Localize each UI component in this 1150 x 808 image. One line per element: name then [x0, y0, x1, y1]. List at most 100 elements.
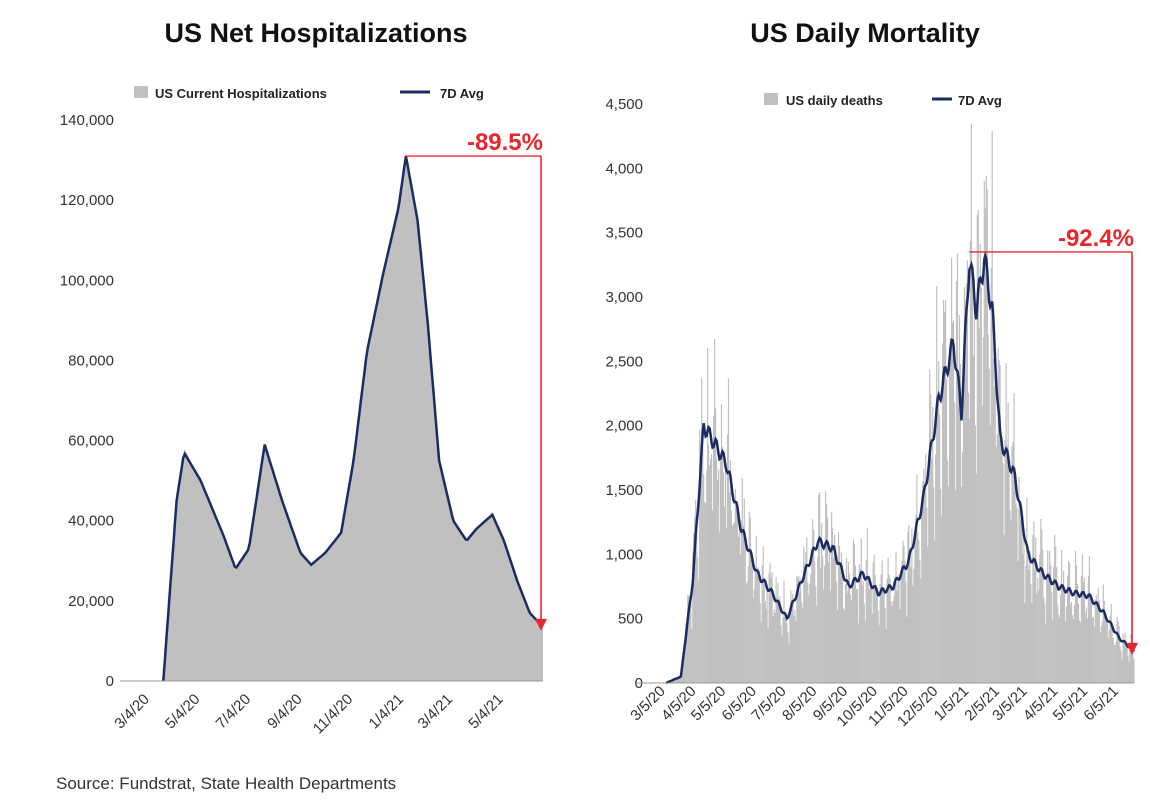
daily-deaths-bar — [1014, 471, 1016, 683]
daily-deaths-bar — [723, 507, 726, 683]
daily-deaths-bar — [1106, 619, 1108, 683]
daily-deaths-bar — [809, 583, 811, 683]
daily-deaths-bar — [791, 604, 793, 683]
daily-deaths-bar — [717, 480, 719, 683]
daily-deaths-bar — [968, 418, 970, 683]
daily-deaths-bar — [940, 488, 942, 683]
daily-deaths-bar — [926, 507, 928, 683]
daily-deaths-bar — [732, 523, 734, 683]
daily-deaths-bar — [1050, 565, 1052, 683]
daily-deaths-bar — [998, 360, 1000, 683]
daily-deaths-bar — [834, 535, 836, 683]
daily-deaths-bar — [708, 444, 710, 683]
daily-deaths-bar — [881, 560, 883, 683]
daily-deaths-bar — [1093, 627, 1095, 683]
y-tick-label: 1,500 — [605, 482, 643, 499]
daily-deaths-bar — [742, 525, 744, 683]
daily-deaths-bar — [781, 635, 783, 683]
daily-deaths-bar — [730, 510, 732, 683]
daily-deaths-bar — [1087, 575, 1089, 683]
daily-deaths-bar — [1020, 519, 1022, 683]
daily-deaths-bar — [1117, 621, 1119, 683]
daily-deaths-bar — [838, 546, 841, 683]
daily-deaths-bar — [698, 580, 700, 683]
daily-deaths-bar — [701, 377, 703, 683]
daily-deaths-bar — [725, 527, 728, 683]
daily-deaths-bar — [1092, 616, 1094, 683]
daily-deaths-bar — [979, 243, 981, 683]
daily-deaths-bar — [1089, 597, 1091, 683]
daily-deaths-bar — [880, 574, 882, 683]
daily-deaths-bar — [779, 596, 781, 683]
daily-deaths-bar — [1013, 393, 1015, 683]
daily-deaths-bar — [1049, 551, 1051, 683]
daily-deaths-bar — [678, 676, 680, 683]
daily-deaths-bar — [836, 609, 839, 683]
daily-deaths-bar — [1120, 651, 1122, 683]
daily-deaths-bar — [769, 563, 771, 683]
daily-deaths-bar — [877, 610, 879, 683]
daily-deaths-bar — [1100, 626, 1102, 683]
daily-deaths-bar — [975, 473, 977, 683]
daily-deaths-bar — [1009, 510, 1011, 683]
daily-deaths-bar — [924, 481, 926, 683]
daily-deaths-bar — [855, 589, 857, 683]
daily-deaths-bar — [1021, 525, 1023, 683]
daily-deaths-bar — [752, 597, 754, 683]
daily-deaths-bar — [897, 579, 899, 683]
daily-deaths-bar — [948, 486, 950, 683]
daily-deaths-bar — [675, 678, 677, 683]
daily-deaths-bar — [1023, 529, 1025, 683]
daily-deaths-bar — [932, 406, 934, 683]
daily-deaths-bar — [1118, 625, 1120, 683]
daily-deaths-bar — [686, 623, 688, 683]
daily-deaths-bar — [977, 210, 979, 684]
daily-deaths-bar — [800, 578, 802, 683]
daily-deaths-bar — [869, 586, 871, 683]
daily-deaths-bar — [1112, 638, 1114, 683]
daily-deaths-bar — [1099, 632, 1101, 683]
daily-deaths-bar — [938, 360, 940, 683]
daily-deaths-bar — [793, 615, 795, 683]
daily-deaths-bar — [744, 540, 746, 683]
daily-deaths-bar — [910, 567, 912, 683]
daily-deaths-bar — [939, 414, 941, 683]
daily-deaths-bar — [1041, 529, 1043, 683]
annotation-arrow-head — [1126, 642, 1138, 655]
daily-deaths-bar — [832, 528, 834, 683]
daily-deaths-bar — [682, 661, 684, 683]
daily-deaths-bar — [1102, 584, 1104, 683]
x-tick-label: 7/4/20 — [213, 691, 255, 733]
daily-deaths-bar — [705, 503, 707, 683]
daily-deaths-bar — [950, 361, 952, 683]
daily-deaths-bar — [706, 470, 708, 683]
daily-deaths-bar — [1060, 595, 1062, 683]
daily-deaths-bar — [861, 584, 863, 683]
daily-deaths-bar — [1105, 619, 1107, 683]
daily-deaths-bar — [994, 350, 996, 683]
daily-deaths-bar — [981, 405, 983, 683]
daily-deaths-bar — [1004, 439, 1006, 683]
daily-deaths-bar — [912, 585, 914, 683]
daily-deaths-bar — [1085, 607, 1087, 683]
daily-deaths-bar — [965, 283, 967, 683]
daily-deaths-bar — [883, 587, 885, 683]
daily-deaths-bar — [782, 617, 784, 683]
daily-deaths-bar — [952, 320, 955, 683]
daily-deaths-bar — [1079, 622, 1082, 683]
daily-deaths-bar — [1059, 617, 1061, 683]
daily-deaths-bar — [902, 540, 904, 683]
daily-deaths-bar — [1065, 620, 1067, 683]
daily-deaths-bar — [989, 425, 991, 683]
daily-deaths-bar — [784, 616, 786, 683]
daily-deaths-bar — [807, 582, 809, 683]
daily-deaths-bar — [1026, 497, 1028, 683]
daily-deaths-bar — [907, 532, 909, 683]
daily-deaths-bar — [694, 516, 696, 683]
daily-deaths-bar — [1002, 463, 1004, 683]
daily-deaths-bar — [1039, 554, 1041, 683]
hospitalizations-7d-avg-line — [162, 155, 544, 682]
daily-deaths-bar — [895, 552, 897, 683]
daily-deaths-bar — [906, 616, 908, 683]
chart2-y-axis: 4,500 4,000 3,500 3,000 2,500 2,000 1,500 1,000… — [605, 96, 643, 692]
